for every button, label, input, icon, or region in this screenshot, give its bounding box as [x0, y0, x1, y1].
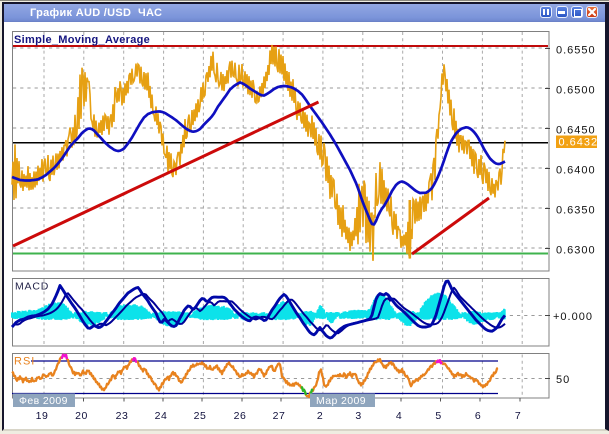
svg-text:3: 3 [355, 410, 361, 422]
svg-text:0.6450: 0.6450 [556, 125, 596, 137]
svg-text:0.6500: 0.6500 [556, 85, 596, 97]
svg-text:MACD: MACD [15, 281, 49, 293]
svg-text:Мар 2009: Мар 2009 [316, 395, 366, 407]
svg-text:+0.000: +0.000 [553, 311, 593, 323]
svg-text:6: 6 [475, 410, 481, 422]
svg-text:0.6350: 0.6350 [556, 205, 596, 217]
svg-text:26: 26 [234, 410, 247, 422]
svg-text:0.6400: 0.6400 [556, 165, 596, 177]
svg-text:0.6550: 0.6550 [556, 45, 596, 57]
svg-text:23: 23 [116, 410, 129, 422]
svg-text:Simple_Moving_Average: Simple_Moving_Average [14, 34, 150, 46]
svg-text:20: 20 [75, 410, 88, 422]
svg-text:0.6300: 0.6300 [556, 245, 596, 257]
svg-text:2: 2 [317, 410, 323, 422]
svg-text:5: 5 [435, 410, 441, 422]
svg-text:24: 24 [155, 410, 168, 422]
svg-text:0.6432: 0.6432 [559, 137, 599, 149]
svg-text:4: 4 [396, 410, 402, 422]
svg-text:27: 27 [273, 410, 286, 422]
svg-text:50: 50 [556, 374, 570, 386]
svg-text:RSI: RSI [14, 356, 35, 368]
svg-text:19: 19 [36, 410, 49, 422]
svg-text:Фев 2009: Фев 2009 [19, 395, 68, 407]
svg-text:25: 25 [194, 410, 207, 422]
svg-text:7: 7 [515, 410, 521, 422]
